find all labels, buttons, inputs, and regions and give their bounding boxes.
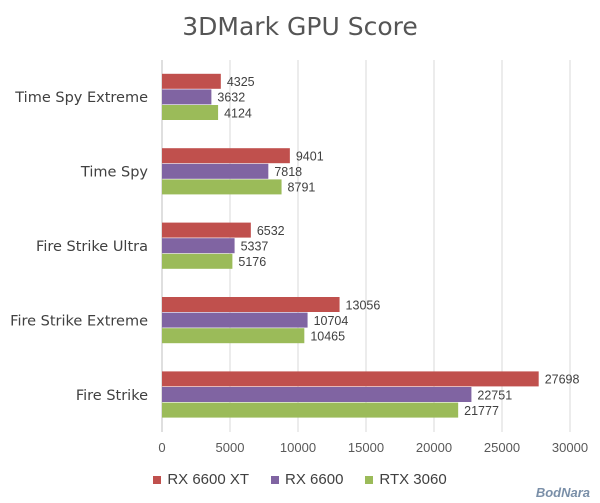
data-label: 13056 [346,298,381,312]
chart-title: 3DMark GPU Score [182,12,418,41]
category-label: Fire Strike Extreme [10,313,148,329]
data-label: 21777 [464,404,499,418]
bar [162,89,212,105]
legend-label: RX 6600 XT [167,471,250,488]
data-label: 10704 [314,314,349,328]
bar [162,387,472,402]
x-tick-label: 25000 [484,440,520,455]
bar [162,179,282,195]
data-label: 4325 [227,75,255,89]
legend-label: RTX 3060 [379,471,447,488]
legend-label: RX 6600 [285,471,344,488]
data-label: 6532 [257,224,285,238]
x-tick-label: 5000 [216,440,245,455]
data-label: 22751 [477,388,512,402]
data-label: 7818 [274,165,302,179]
x-tick-label: 10000 [280,440,316,455]
data-label: 27698 [545,373,580,387]
category-label: Fire Strike Ultra [36,239,148,255]
category-label: Time Spy [80,165,149,181]
bar [162,105,219,120]
data-label: 5337 [241,240,269,254]
data-label: 8791 [288,181,316,195]
category-label: Fire Strike [76,388,148,404]
legend-swatch [365,475,374,484]
bar [162,253,233,269]
bar [162,163,269,179]
x-tick-label: 0 [158,440,165,455]
bar [162,328,305,344]
x-tick-label: 15000 [348,440,384,455]
bar [162,148,290,164]
legend-swatch [271,475,280,484]
data-label: 5176 [238,255,266,269]
bar [162,312,308,328]
bar [162,73,221,89]
x-tick-label: 30000 [552,440,588,455]
legend: RX 6600 XT RX 6600 RTX 3060 [0,471,600,488]
category-label: Time Spy Extreme [14,90,148,106]
data-label: 9401 [296,150,324,164]
data-label: 4124 [224,106,252,120]
bar [162,402,459,418]
bar [162,371,539,387]
bar [162,238,235,254]
legend-swatch [153,475,162,484]
bar [162,297,340,312]
watermark: BodNara [535,485,590,500]
bar [162,222,251,238]
x-tick-label: 20000 [416,440,452,455]
data-label: 3632 [217,91,245,105]
legend-item: RX 6600 [271,471,343,488]
data-label: 10465 [310,330,345,344]
legend-item: RX 6600 XT [153,471,249,488]
legend-item: RTX 3060 [365,471,447,488]
